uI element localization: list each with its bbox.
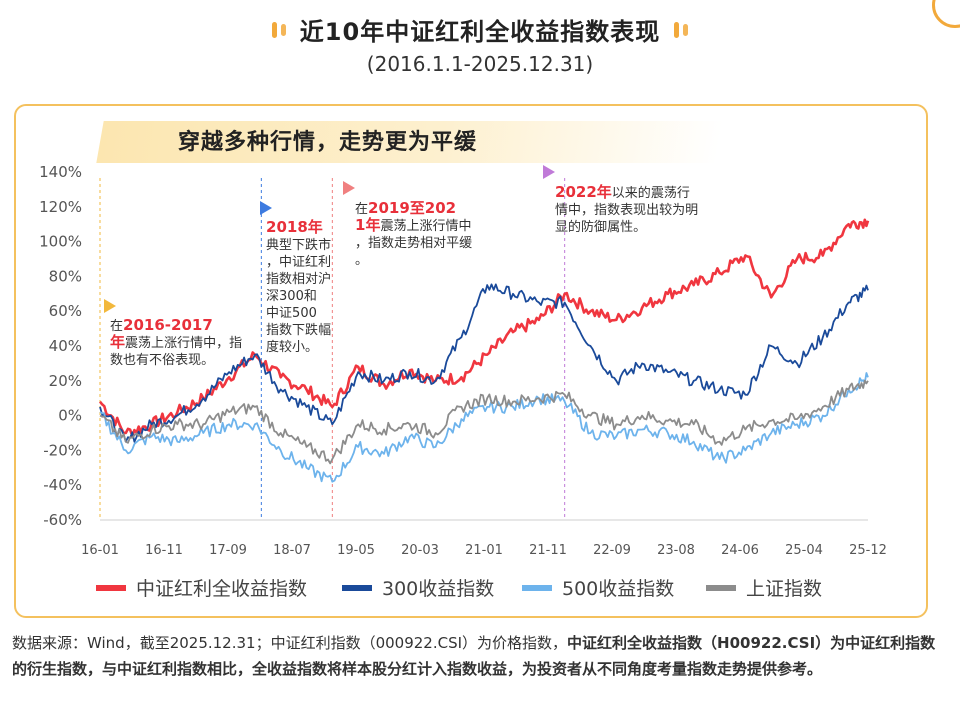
x-tick-label: 18-07 bbox=[273, 543, 311, 558]
source-text-2: 中证红利全收益指数（H00922.CSI）为中证红利指数的衍生指数，与中证红利指… bbox=[12, 634, 936, 678]
annotation-text: 典型下跌市 bbox=[266, 237, 331, 253]
series-line bbox=[98, 218, 870, 438]
annotation-text: 在2019至202 bbox=[355, 199, 456, 217]
flag-marker bbox=[543, 165, 555, 179]
annotation-text: 2018年 bbox=[266, 218, 323, 236]
page-title: 近10年中证红利全收益指数表现 bbox=[299, 18, 661, 46]
legend-label: 上证指数 bbox=[746, 578, 822, 600]
annotation-text: 在2016-2017 bbox=[110, 316, 213, 334]
flag-marker bbox=[343, 181, 355, 195]
left-accent-icon bbox=[271, 21, 286, 38]
annotation-text: 数也有不俗表现。 bbox=[110, 353, 214, 368]
x-tick-label: 16-11 bbox=[145, 543, 183, 558]
y-tick-label: 100% bbox=[39, 233, 82, 251]
annotation-text: ，指数走势相对平缓 bbox=[355, 235, 472, 251]
annotation-text: 指数下跌幅 bbox=[266, 322, 331, 338]
y-tick-label: 40% bbox=[49, 337, 82, 355]
annotation-text: 情中，指数表现出较为明 bbox=[555, 203, 698, 218]
annotation-text: 度较小。 bbox=[266, 339, 318, 355]
y-tick-label: -60% bbox=[43, 511, 82, 529]
annotation-text: 2022年以来的震荡行 bbox=[555, 183, 690, 201]
x-tick-label: 25-04 bbox=[785, 543, 823, 558]
annotation-text: 指数相对沪 bbox=[266, 271, 331, 287]
x-tick-label: 21-01 bbox=[465, 543, 503, 558]
y-tick-label: -20% bbox=[43, 441, 82, 459]
y-tick-label: 80% bbox=[49, 267, 82, 285]
x-tick-label: 21-11 bbox=[529, 543, 567, 558]
x-tick-label: 24-06 bbox=[721, 543, 759, 558]
x-tick-label: 20-03 bbox=[401, 543, 439, 558]
y-tick-label: 60% bbox=[49, 302, 82, 320]
annotation-text: 1年震荡上涨行情中 bbox=[355, 216, 472, 234]
x-tick-label: 23-08 bbox=[657, 543, 695, 558]
series-line bbox=[99, 372, 869, 483]
legend-label: 中证红利全收益指数 bbox=[136, 578, 307, 600]
y-tick-label: 140% bbox=[39, 163, 82, 181]
source-text-1: 数据来源：Wind，截至2025.12.31；中证红利指数（000922.CSI… bbox=[12, 634, 568, 652]
annotation-text: 深300和 bbox=[266, 289, 317, 304]
right-accent-icon bbox=[674, 21, 689, 38]
annotation-text: 。 bbox=[355, 253, 368, 268]
series-line bbox=[99, 379, 869, 465]
x-tick-label: 17-09 bbox=[209, 543, 247, 558]
x-tick-label: 25-12 bbox=[849, 543, 887, 558]
y-tick-label: 0% bbox=[58, 407, 82, 425]
x-tick-label: 16-01 bbox=[81, 543, 119, 558]
x-tick-label: 19-05 bbox=[337, 543, 375, 558]
legend-label: 500收益指数 bbox=[562, 578, 674, 600]
annotation-text: 中证500 bbox=[266, 306, 317, 321]
legend-label: 300收益指数 bbox=[382, 578, 494, 600]
corner-decoration bbox=[932, 0, 960, 28]
y-tick-label: 120% bbox=[39, 198, 82, 216]
title-row: 近10年中证红利全收益指数表现 bbox=[0, 12, 960, 47]
flag-marker bbox=[104, 299, 116, 313]
annotation-text: 显的防御属性。 bbox=[555, 219, 646, 235]
annotation-text: ，中证红利 bbox=[266, 254, 331, 270]
date-range: (2016.1.1-2025.12.31) bbox=[366, 52, 594, 76]
y-tick-label: -40% bbox=[43, 476, 82, 494]
x-tick-label: 22-09 bbox=[593, 543, 631, 558]
data-source-note: 数据来源：Wind，截至2025.12.31；中证红利指数（000922.CSI… bbox=[12, 630, 950, 682]
chart-card bbox=[14, 104, 928, 618]
y-tick-label: 20% bbox=[49, 372, 82, 390]
banner-title: 穿越多种行情，走势更为平缓 bbox=[178, 130, 478, 155]
flag-marker bbox=[260, 201, 272, 215]
annotation-text: 年震荡上涨行情中，指 bbox=[110, 333, 242, 351]
series-line bbox=[99, 283, 869, 443]
